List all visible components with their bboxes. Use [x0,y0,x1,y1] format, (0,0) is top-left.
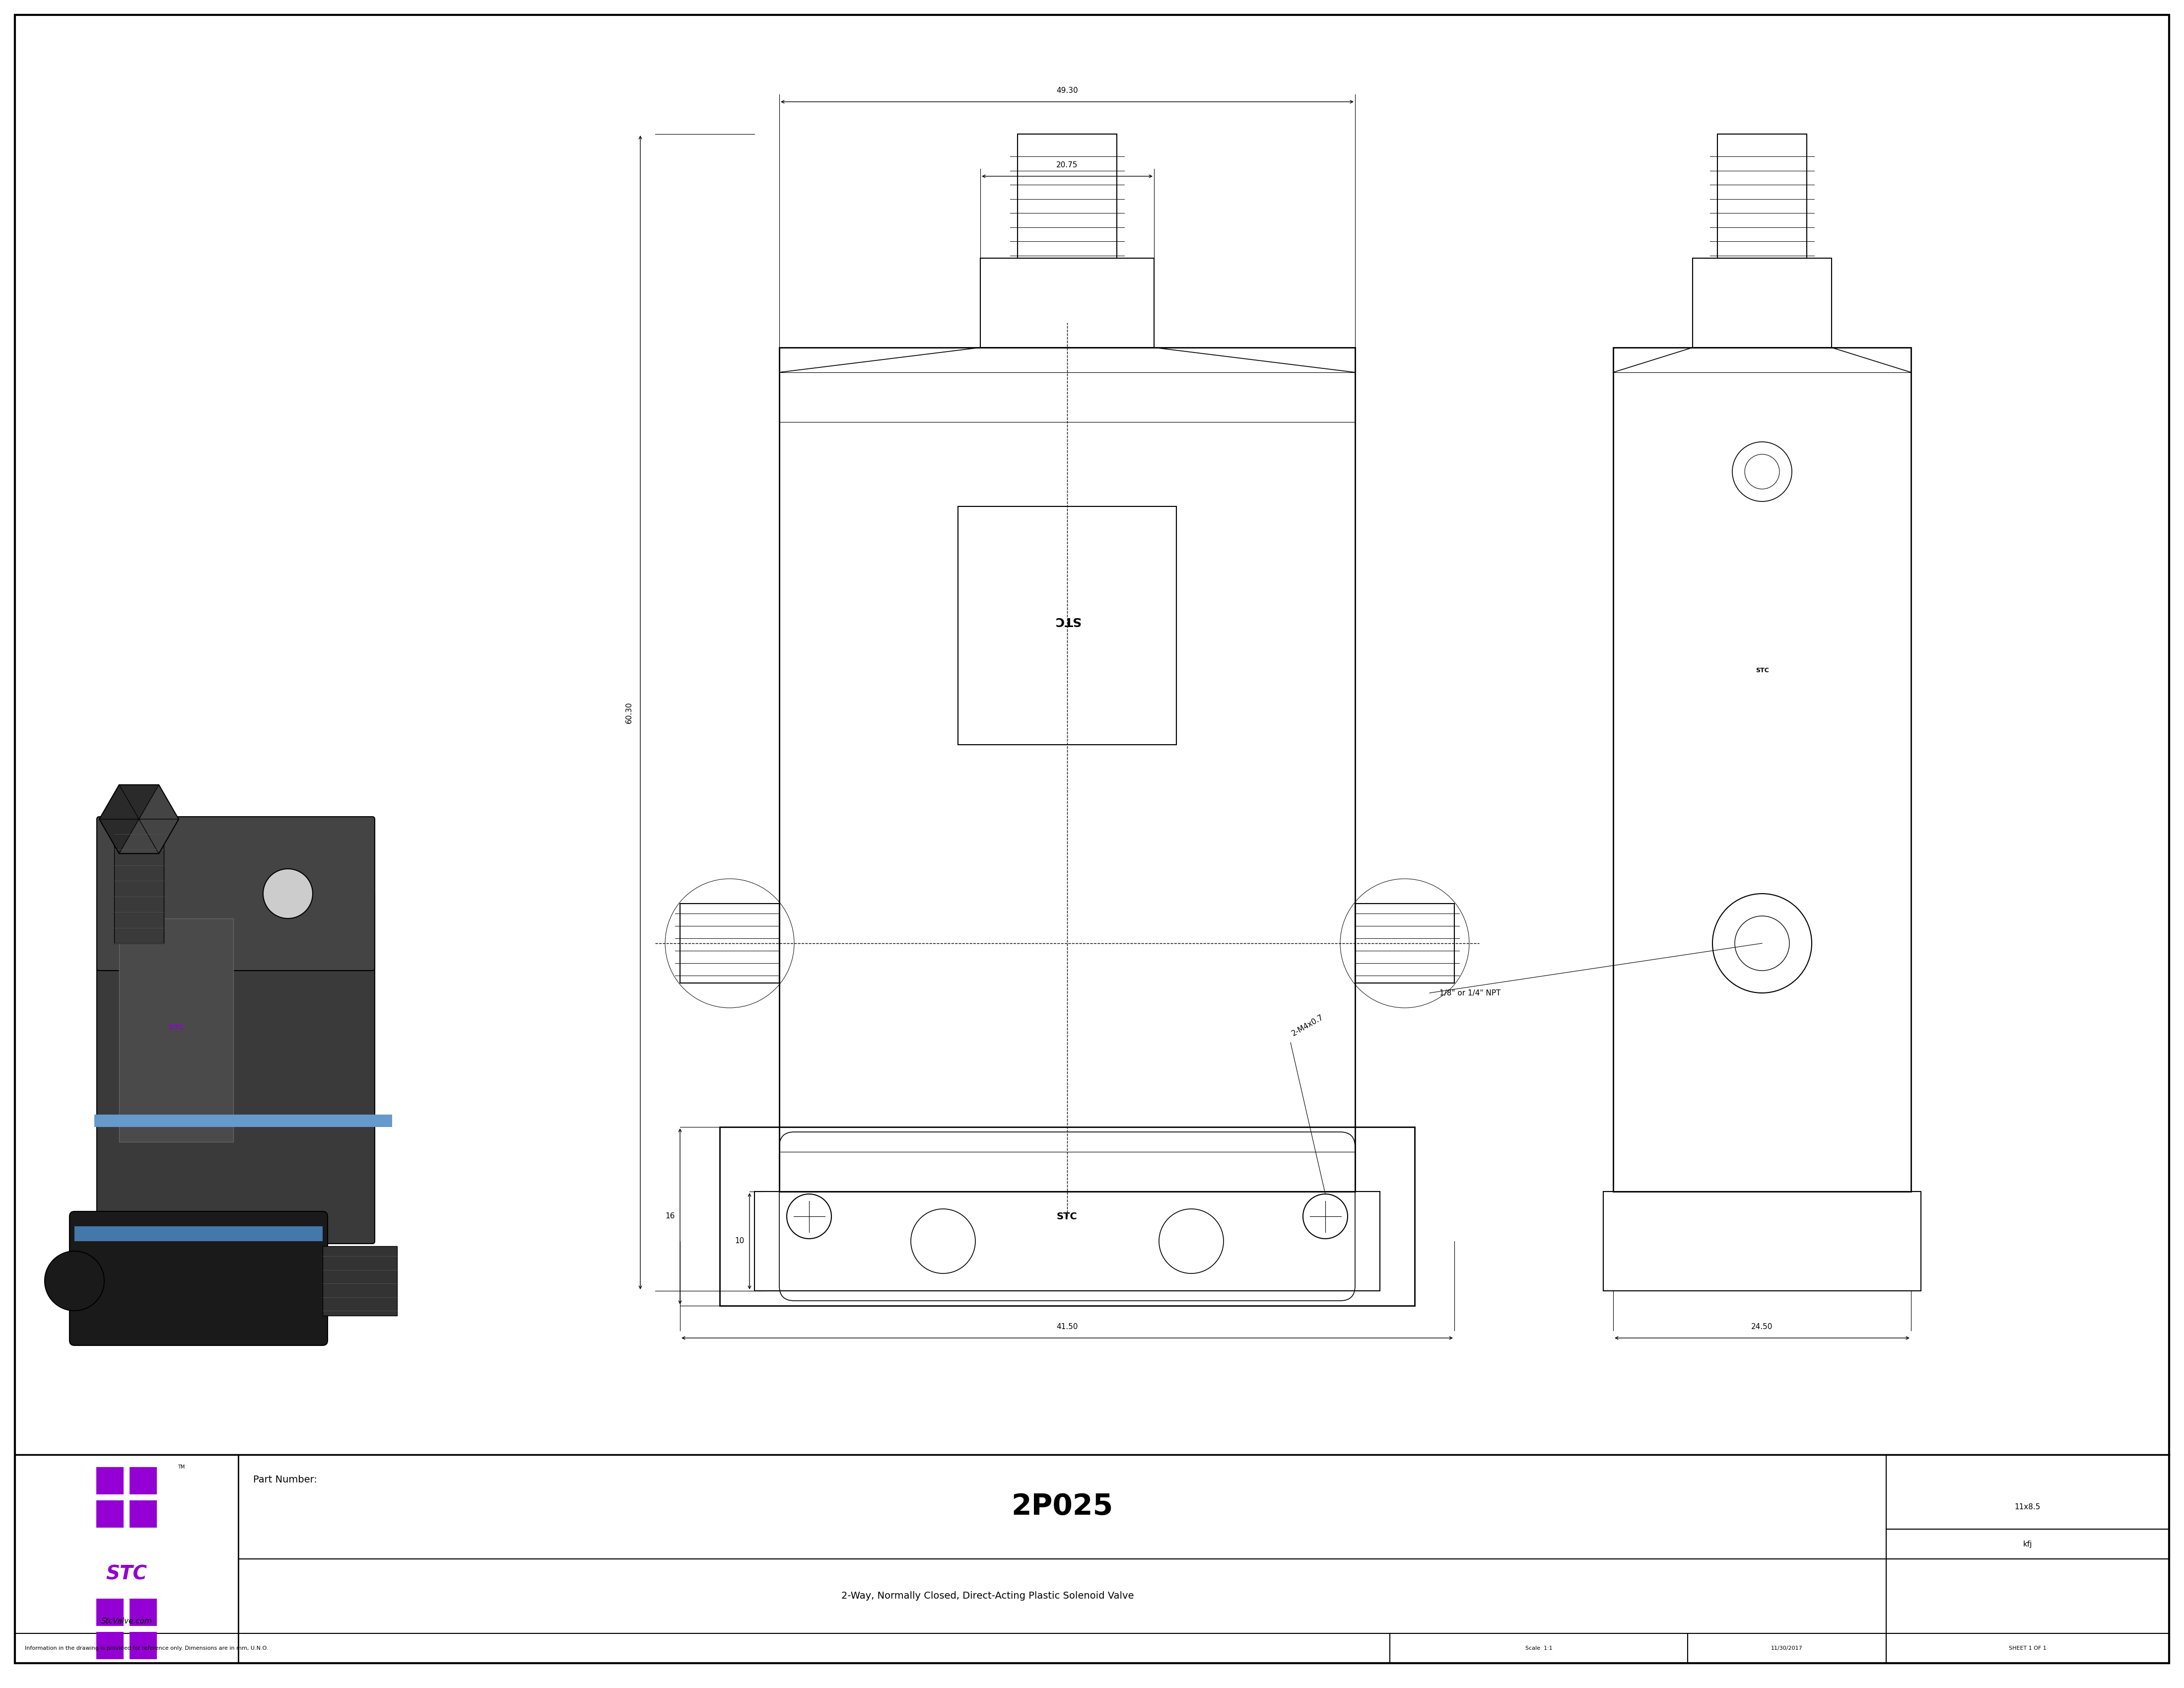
Text: Scale  1:1: Scale 1:1 [1524,1646,1553,1651]
Bar [679,903,780,982]
Bar [1018,133,1116,258]
Bar [1603,1192,1922,1291]
Text: STC: STC [168,1025,183,1031]
FancyBboxPatch shape [96,891,376,1244]
Text: 11/30/2017: 11/30/2017 [1771,1646,1802,1651]
Text: 60.30: 60.30 [625,702,633,722]
Text: 2-M4x0.7: 2-M4x0.7 [1291,1013,1326,1038]
Bar [120,918,234,1141]
Text: Part Number:: Part Number: [253,1475,317,1484]
FancyBboxPatch shape [70,1212,328,1345]
Bar [959,506,1177,744]
Text: 10: 10 [736,1237,745,1246]
Text: TM: TM [177,1465,186,1470]
Circle shape [262,869,312,918]
Bar [96,1599,124,1626]
Bar [94,1114,393,1128]
Bar [753,1192,1380,1291]
Text: 41.50: 41.50 [1057,1323,1079,1330]
Bar [96,1501,124,1528]
Bar [96,1467,124,1494]
Bar [114,819,164,944]
Polygon shape [98,819,140,854]
Text: 16: 16 [666,1212,675,1220]
FancyBboxPatch shape [96,817,376,971]
Bar [129,1599,157,1626]
Polygon shape [98,785,140,819]
Bar [1614,348,1911,1192]
Polygon shape [120,785,159,819]
Bar [1717,133,1806,258]
Bar [1354,903,1455,982]
Text: STC: STC [1057,1212,1077,1220]
Text: 20.75: 20.75 [1057,162,1079,169]
Text: 24.50: 24.50 [1752,1323,1773,1330]
Text: Information in the drawing is provided for reference only. Dimensions are in mm,: Information in the drawing is provided f… [24,1646,269,1651]
Text: 2-Way, Normally Closed, Direct-Acting Plastic Solenoid Valve: 2-Way, Normally Closed, Direct-Acting Pl… [841,1592,1133,1600]
Bar [96,1632,124,1659]
Circle shape [44,1251,105,1310]
Text: 2P025: 2P025 [1011,1492,1114,1521]
Bar [129,1632,157,1659]
Bar [721,1128,1415,1307]
Text: kfj: kfj [2022,1539,2033,1548]
Polygon shape [140,785,179,819]
Bar [323,1246,397,1315]
Bar [129,1467,157,1494]
Bar [74,1225,323,1241]
Text: STC: STC [1055,614,1081,626]
Text: STC: STC [1756,667,1769,674]
Text: StcValve.com: StcValve.com [100,1617,153,1624]
Text: SHEET 1 OF 1: SHEET 1 OF 1 [2009,1646,2046,1651]
Bar [129,1501,157,1528]
Polygon shape [140,819,179,854]
Text: 49.30: 49.30 [1057,86,1079,95]
Bar [780,348,1354,1192]
Polygon shape [120,819,159,854]
Bar [981,258,1153,348]
Text: STC: STC [107,1565,146,1583]
Text: 1/8" or 1/4" NPT: 1/8" or 1/4" NPT [1439,989,1500,996]
Bar [1693,258,1832,348]
Text: 11x8.5: 11x8.5 [2014,1502,2040,1511]
